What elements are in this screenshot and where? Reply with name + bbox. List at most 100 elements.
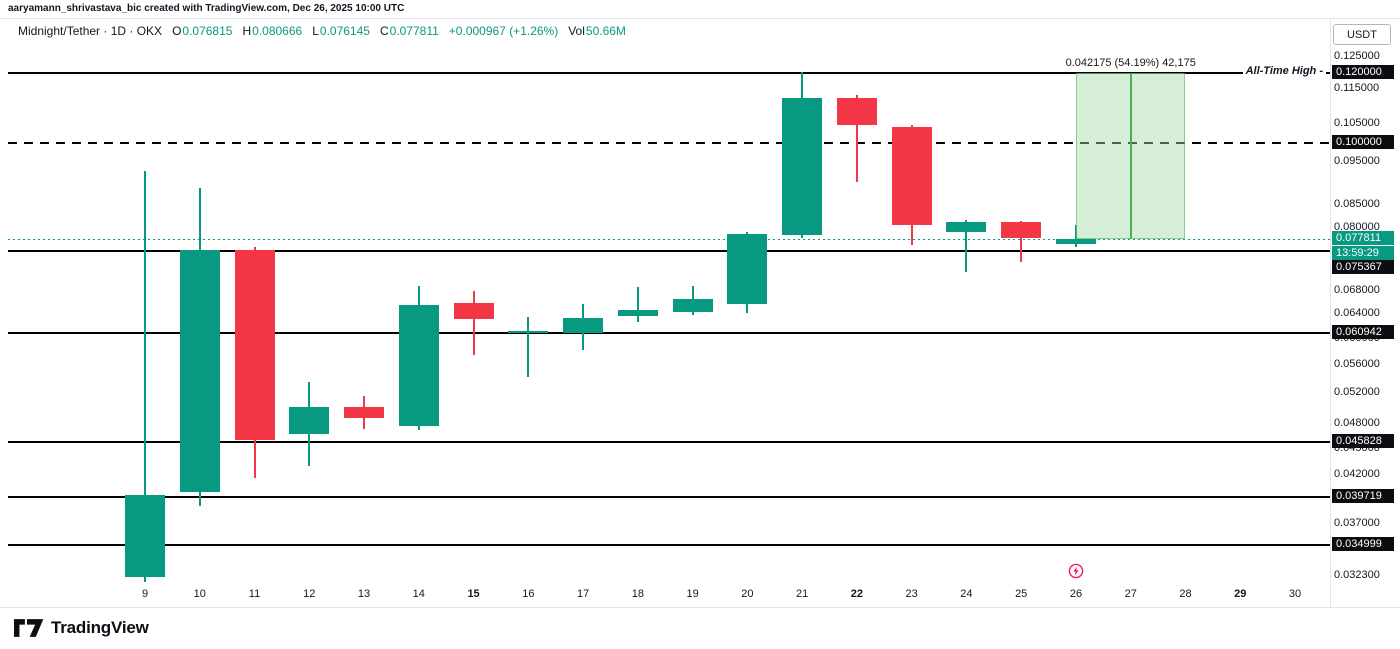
price-axis-tick: 0.037000	[1334, 516, 1380, 529]
open-number: 0.076815	[182, 24, 233, 38]
low-label: L	[312, 24, 319, 38]
time-axis-label: 26	[1069, 588, 1083, 600]
price-axis-level-label: 0.100000	[1332, 134, 1394, 149]
last-price-label: 0.077811	[1332, 230, 1394, 245]
candle-body	[727, 233, 768, 304]
close-label: C	[379, 24, 389, 38]
price-axis-level-label: 0.060942	[1332, 324, 1394, 339]
candle-body	[1001, 222, 1042, 238]
time-axis-label: 16	[522, 588, 535, 600]
candle-body	[453, 302, 494, 320]
candle-countdown-label: 13:59:29	[1332, 245, 1394, 260]
price-axis-level-label: 0.075367	[1332, 260, 1394, 275]
currency-toggle-button[interactable]: USDT	[1333, 24, 1391, 45]
volume-value: Vol 50.66M	[568, 24, 626, 38]
price-axis-level-label: 0.120000	[1332, 64, 1394, 79]
price-level-line[interactable]	[8, 440, 1330, 443]
time-axis-label: 24	[960, 588, 973, 600]
time-axis-label: 13	[357, 588, 371, 600]
time-axis-label: 28	[1179, 588, 1192, 600]
candle-body	[344, 406, 385, 419]
symbol-title: Midnight/Tether · 1D · OKX	[18, 24, 163, 38]
all-time-high-label[interactable]: All-Time High -	[1242, 64, 1326, 77]
tradingview-logo-mark-icon	[14, 619, 44, 637]
symbol-legend[interactable]: Midnight/Tether · 1D · OKX O 0.076815 H 0.…	[18, 24, 626, 38]
price-axis-level-label: 0.039719	[1332, 488, 1394, 503]
price-level-line[interactable]	[8, 544, 1330, 547]
price-axis-tick: 0.080000	[1334, 221, 1380, 234]
price-axis-tick: 0.115000	[1334, 82, 1380, 95]
change-value: +0.000967 (+1.26%)	[448, 24, 559, 38]
time-axis-label: 11	[248, 588, 261, 600]
high-label: H	[242, 24, 252, 38]
price-axis-tick: 0.125000	[1334, 50, 1380, 63]
price-axis-tick: 0.048000	[1334, 417, 1380, 429]
event-marker-icon[interactable]	[1068, 563, 1084, 579]
chart-frame-top-divider	[0, 18, 1400, 19]
candle-body	[672, 299, 713, 312]
time-axis-label: 25	[1015, 588, 1028, 600]
close-number: 0.077811	[389, 24, 439, 38]
price-axis-tick: 0.105000	[1334, 117, 1380, 130]
price-axis-tick: 0.052000	[1334, 386, 1380, 399]
close-value: C 0.077811	[380, 24, 439, 38]
candle-body	[1055, 238, 1096, 244]
time-axis-label: 22	[850, 588, 864, 600]
price-axis-tick: 0.085000	[1334, 198, 1380, 211]
candle-body	[179, 249, 220, 492]
candle-body	[289, 406, 330, 434]
price-axis-tick: 0.032300	[1334, 568, 1380, 581]
candle-body	[563, 318, 604, 333]
candle-wick	[527, 317, 530, 378]
candle-body	[617, 309, 658, 317]
time-axis-label: 17	[576, 588, 590, 600]
price-level-line[interactable]	[8, 250, 1330, 253]
volume-number: 50.66M	[585, 24, 626, 38]
price-level-line[interactable]	[8, 71, 1330, 74]
time-axis-label: 9	[141, 588, 149, 600]
volume-label: Vol	[568, 24, 585, 38]
candle-body	[946, 222, 987, 232]
high-value: H 0.080666	[242, 24, 302, 38]
price-axis-tick: 0.095000	[1334, 155, 1380, 168]
time-axis-label: 27	[1124, 588, 1137, 600]
time-axis-label: 19	[686, 588, 699, 600]
candle-wick	[1020, 220, 1023, 262]
candle-body	[508, 330, 549, 333]
candle-wick	[636, 287, 639, 322]
tradingview-logo[interactable]: TradingView	[14, 618, 149, 638]
candle-body	[234, 249, 275, 441]
price-level-line-dashed[interactable]	[8, 141, 1330, 144]
low-number: 0.076145	[319, 24, 370, 38]
price-axis-level-label: 0.045828	[1332, 433, 1394, 448]
price-axis-tick: 0.056000	[1334, 357, 1380, 370]
price-axis-divider	[1330, 18, 1331, 607]
time-axis-label: 21	[796, 588, 809, 600]
open-label: O	[172, 24, 182, 38]
candle-body	[891, 127, 932, 225]
candle-body	[782, 98, 823, 236]
price-level-line[interactable]	[8, 331, 1330, 334]
time-axis-label: 15	[467, 588, 480, 600]
high-number: 0.080666	[252, 24, 303, 38]
low-value: L 0.076145	[312, 24, 370, 38]
projection-stats-label: 0.042175 (54.19%) 42,175	[1065, 57, 1196, 70]
candle-wick	[855, 95, 858, 182]
flash-circle-icon	[1068, 563, 1084, 579]
price-axis-tick: 0.064000	[1334, 306, 1380, 319]
time-axis-label: 10	[193, 588, 206, 600]
attribution-text: aaryamann_shrivastava_bic created with T…	[8, 3, 405, 14]
time-axis-label: 23	[905, 588, 918, 600]
candle-wick	[965, 219, 968, 272]
price-axis-tick: 0.068000	[1334, 283, 1380, 296]
last-price-dotted-line	[8, 238, 1330, 240]
tradingview-logo-text: TradingView	[51, 618, 149, 637]
candle-wick	[472, 290, 475, 355]
candle-wick	[144, 170, 146, 582]
chart-frame-bottom-divider	[0, 607, 1400, 608]
candle-body	[836, 98, 877, 125]
time-axis-label: 29	[1234, 588, 1247, 600]
price-level-line[interactable]	[8, 495, 1330, 498]
